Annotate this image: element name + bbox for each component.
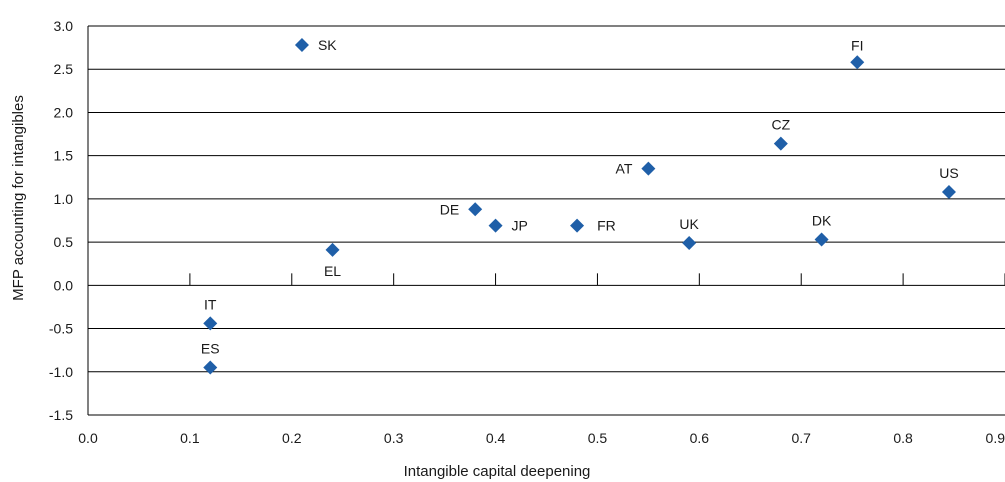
x-axis-ticks [189, 273, 1005, 286]
y-tick-label: 1.0 [54, 191, 74, 207]
marker-de [468, 202, 483, 217]
marker-cz [773, 136, 788, 151]
x-axis-tick-labels: 0.0 0.1 0.2 0.3 0.4 0.5 0.6 0.7 0.8 0.9 [78, 430, 1005, 446]
y-tick-label: 0.5 [54, 234, 74, 250]
point-label-el: EL [324, 263, 341, 279]
x-tick-label: 0.0 [78, 430, 98, 446]
y-tick-label: -1.5 [49, 407, 73, 423]
point-label-uk: UK [679, 216, 699, 232]
point-label-sk: SK [318, 37, 337, 53]
point-label-us: US [939, 165, 958, 181]
y-tick-label: 1.5 [54, 148, 74, 164]
x-tick-label: 0.9 [986, 430, 1005, 446]
marker-dk [814, 232, 829, 247]
marker-es [203, 360, 218, 375]
point-label-it: IT [204, 296, 217, 312]
point-label-cz: CZ [772, 117, 791, 133]
y-tick-label: -1.0 [49, 364, 73, 380]
marker-uk [682, 235, 697, 250]
y-tick-label: 2.0 [54, 104, 74, 120]
data-point-labels: SK FI CZ AT US DE JP FR DK UK EL IT ES [201, 37, 959, 356]
x-tick-label: 0.4 [486, 430, 506, 446]
gridlines [87, 25, 1005, 416]
y-tick-label: 0.0 [54, 277, 74, 293]
data-points [203, 38, 956, 375]
point-label-es: ES [201, 340, 220, 356]
point-label-de: DE [440, 201, 459, 217]
marker-us [941, 184, 956, 199]
point-label-at: AT [616, 161, 633, 177]
x-tick-label: 0.6 [690, 430, 710, 446]
point-label-jp: JP [512, 218, 528, 234]
y-tick-label: -0.5 [49, 321, 73, 337]
marker-el [325, 242, 340, 257]
marker-at [641, 161, 656, 176]
x-tick-label: 0.7 [791, 430, 811, 446]
marker-sk [294, 38, 309, 53]
x-tick-label: 0.3 [384, 430, 404, 446]
marker-fi [850, 55, 865, 70]
marker-jp [488, 218, 503, 233]
x-axis-title: Intangible capital deepening [404, 463, 591, 480]
x-tick-label: 0.2 [282, 430, 302, 446]
point-label-dk: DK [812, 213, 832, 229]
x-tick-label: 0.5 [588, 430, 608, 446]
point-label-fr: FR [597, 218, 616, 234]
x-tick-label: 0.8 [893, 430, 913, 446]
marker-fr [570, 218, 585, 233]
y-tick-label: 2.5 [54, 61, 74, 77]
y-axis-title: MFP accounting for intangibles [10, 95, 27, 301]
x-tick-label: 0.1 [180, 430, 200, 446]
point-label-fi: FI [851, 37, 863, 53]
y-axis-tick-labels: 3.0 2.5 2.0 1.5 1.0 0.5 0.0 -0.5 -1.0 -1.5 [49, 18, 73, 423]
marker-it [203, 316, 218, 331]
y-tick-label: 3.0 [54, 18, 74, 34]
